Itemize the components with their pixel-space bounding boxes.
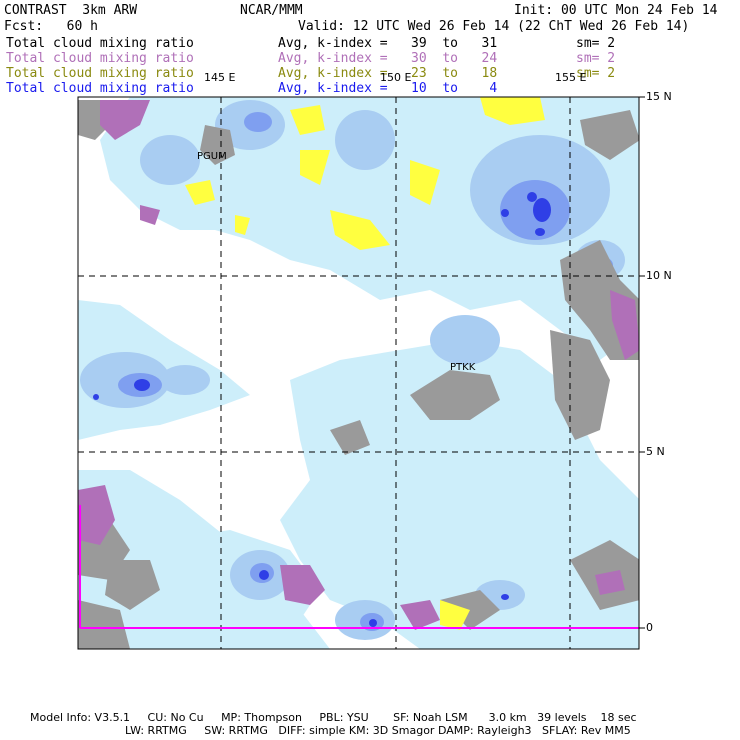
field-range-2: Avg, k-index = 30 to 24 (278, 51, 498, 66)
field-name-2: Total cloud mixing ratio (6, 51, 194, 66)
init-time: Init: 00 UTC Mon 24 Feb 14 (514, 3, 718, 18)
station-pgum: PGUM (197, 151, 227, 162)
field-range-3: Avg, k-index = 23 to 18 (278, 66, 498, 81)
field-name-4: Total cloud mixing ratio (6, 81, 194, 96)
field-name-1: Total cloud mixing ratio (6, 36, 194, 51)
domain-boundary (79, 505, 639, 629)
lat-ticks (639, 96, 645, 629)
footer-physics-info: LW: RRTMG SW: RRTMG DIFF: simple KM: 3D … (125, 724, 631, 737)
lat-label-10n: 10 N (646, 269, 672, 282)
field-range-1: Avg, k-index = 39 to 31 (278, 36, 498, 51)
field-sm-2: sm= 2 (576, 51, 616, 66)
core-cloud-layer (93, 192, 609, 627)
field-name-3: Total cloud mixing ratio (6, 66, 194, 81)
footer-model-info: Model Info: V3.5.1 CU: No Cu MP: Thompso… (30, 711, 637, 724)
field-sm-1: sm= 2 (576, 36, 616, 51)
gray-cloud-layer (78, 100, 639, 649)
grid-lines (78, 97, 639, 649)
lat-label-5n: 5 N (646, 445, 665, 458)
cloud-field (78, 97, 639, 649)
lon-label-150: 150 E (380, 71, 412, 84)
forecast-hour: Fcst: 60 h (4, 19, 98, 34)
map-frame (77, 96, 640, 650)
yellow-cloud-layer (185, 97, 545, 630)
lat-label-15n: 15 N (646, 90, 672, 103)
lon-label-145: 145 E (204, 71, 236, 84)
lon-label-155: 155 E (555, 71, 587, 84)
lat-label-0: 0 (646, 621, 653, 634)
field-range-4: Avg, k-index = 10 to 4 (278, 81, 498, 96)
station-ptkk: PTKK (450, 362, 476, 373)
valid-time: Valid: 12 UTC Wed 26 Feb 14 (22 ChT Wed … (298, 19, 690, 34)
field-sm-3: sm= 2 (576, 66, 616, 81)
model-title: CONTRAST 3km ARW (4, 3, 138, 18)
center-name: NCAR/MMM (240, 3, 303, 18)
purple-cloud-layer (78, 97, 639, 630)
